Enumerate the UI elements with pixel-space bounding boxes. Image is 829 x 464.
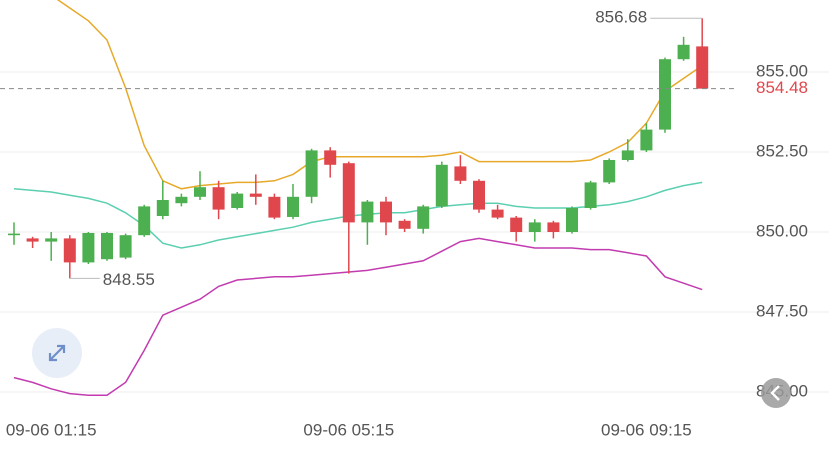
- candle-body: [696, 46, 709, 89]
- candle-body: [547, 222, 560, 232]
- expand-button[interactable]: [32, 328, 82, 378]
- candle-body: [491, 209, 504, 218]
- candle-body: [454, 166, 467, 181]
- candle-body: [119, 235, 132, 258]
- candle-body: [380, 201, 392, 223]
- candle-body: [156, 200, 169, 216]
- last-price-label: 854.48: [756, 78, 808, 97]
- candle-body: [417, 206, 430, 229]
- candle-body: [510, 217, 523, 232]
- candle-body: [528, 222, 541, 232]
- candle-body: [175, 196, 188, 204]
- x-tick-label: 09-06 09:15: [601, 420, 692, 439]
- candle-body: [473, 180, 485, 210]
- candle-body: [63, 238, 76, 263]
- candle-body: [26, 238, 39, 242]
- candle-body: [82, 232, 95, 263]
- candle-body: [621, 150, 634, 160]
- scroll-button-bg[interactable]: [761, 378, 791, 408]
- candle-body: [8, 233, 20, 236]
- candle-body: [231, 193, 244, 208]
- candle-body: [249, 193, 262, 197]
- candle-body: [212, 187, 225, 210]
- min-label: 848.55: [103, 270, 155, 289]
- candle-body: [640, 129, 653, 151]
- candle-body: [305, 150, 318, 197]
- candle-body: [659, 59, 671, 130]
- candle-body: [268, 196, 281, 218]
- candle-body: [324, 150, 337, 165]
- candle-body: [194, 187, 206, 197]
- candle-body: [101, 232, 113, 260]
- candle-body: [398, 220, 411, 229]
- candle-body: [677, 44, 690, 60]
- candle-body: [435, 164, 448, 207]
- y-tick-label: 850.00: [756, 221, 808, 240]
- y-tick-label: 847.50: [756, 301, 808, 320]
- x-tick-label: 09-06 01:15: [6, 420, 97, 439]
- max-label: 856.68: [595, 8, 647, 27]
- candle-body: [361, 201, 374, 223]
- candle-body: [566, 208, 578, 232]
- y-tick-label: 855.00: [756, 61, 808, 80]
- candle-body: [584, 182, 597, 208]
- candle-body: [287, 196, 299, 217]
- band-line: [13, 237, 703, 396]
- y-tick-label: 852.50: [756, 141, 808, 160]
- candle-body: [45, 238, 58, 242]
- band-line: [13, 181, 703, 249]
- band-line: [56, 0, 703, 190]
- candle-body: [342, 163, 355, 223]
- scroll-icon[interactable]: [770, 385, 780, 401]
- x-tick-label: 09-06 05:15: [303, 420, 394, 439]
- scroll-button[interactable]: [761, 378, 791, 408]
- last-price-box: [737, 76, 829, 101]
- expand-icon[interactable]: [48, 344, 66, 362]
- candle-body: [603, 160, 616, 183]
- candle-body: [138, 206, 151, 236]
